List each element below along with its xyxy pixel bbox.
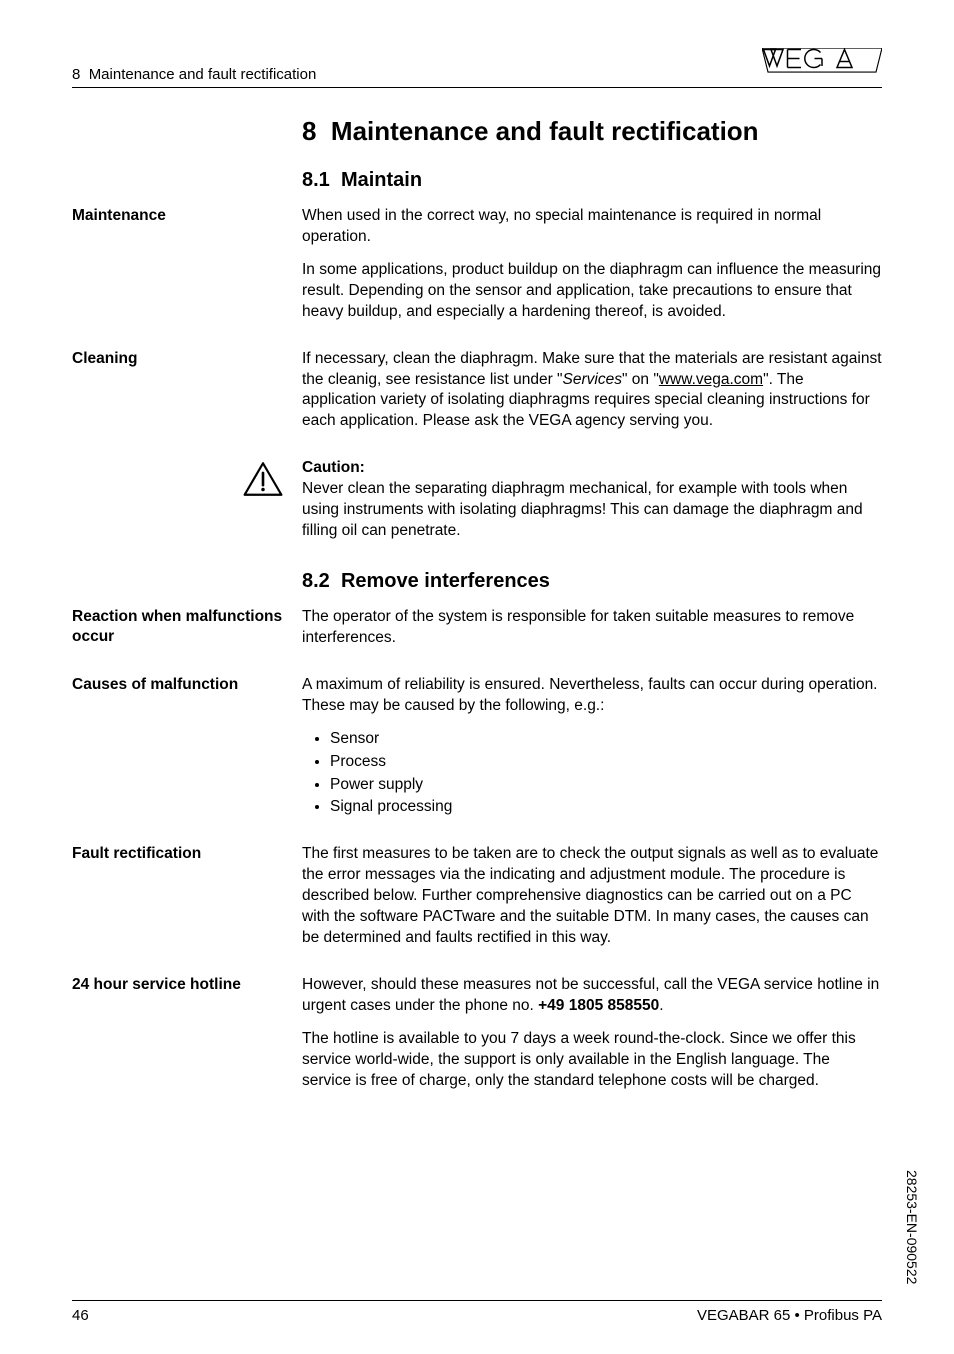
- causes-p1: A maximum of reliability is ensured. Nev…: [302, 675, 882, 717]
- body-maintenance: When used in the correct way, no special…: [302, 206, 882, 335]
- subsection-text: Remove interferences: [341, 570, 550, 592]
- services-italic: Services: [563, 371, 622, 388]
- subsection-num: 8.2: [302, 570, 330, 592]
- list-item: Sensor: [330, 729, 882, 750]
- vega-url: www.vega.com: [659, 371, 763, 388]
- body-fault: The first measures to be taken are to ch…: [302, 844, 882, 961]
- running-head-title: Maintenance and fault rectification: [89, 66, 317, 83]
- maintenance-p2: In some applications, product buildup on…: [302, 260, 882, 323]
- side-label-cleaning: Cleaning: [72, 349, 302, 445]
- caution-text: Never clean the separating diaphragm mec…: [302, 479, 882, 542]
- caution-label: Caution:: [302, 458, 882, 479]
- list-item: Power supply: [330, 775, 882, 796]
- doc-code-vertical: 28253-EN-090522: [904, 1170, 920, 1284]
- list-item: Signal processing: [330, 797, 882, 818]
- cleaning-p1: If necessary, clean the diaphragm. Make …: [302, 349, 882, 433]
- body-causes: A maximum of reliability is ensured. Nev…: [302, 675, 882, 831]
- maintenance-p1: When used in the correct way, no special…: [302, 206, 882, 248]
- subsection-8-2: 8.2 Remove interferences: [302, 570, 882, 593]
- subsection-num: 8.1: [302, 169, 330, 191]
- page-number: 46: [72, 1307, 89, 1324]
- page: 8 Maintenance and fault rectification 8 …: [0, 0, 954, 1354]
- section-title: 8 Maintenance and fault rectification: [302, 116, 882, 147]
- block-fault: Fault rectification The first measures t…: [72, 844, 882, 961]
- section-number: 8: [302, 116, 316, 146]
- hotline-p1: However, should these measures not be su…: [302, 975, 882, 1017]
- section-heading: Maintenance and fault rectification: [331, 116, 759, 146]
- caution-icon-cell: [72, 458, 302, 542]
- warning-triangle-icon: [242, 460, 284, 498]
- doc-name: VEGABAR 65 • Profibus PA: [697, 1307, 882, 1324]
- side-label-fault: Fault rectification: [72, 844, 302, 961]
- body-hotline: However, should these measures not be su…: [302, 975, 882, 1104]
- body-cleaning: If necessary, clean the diaphragm. Make …: [302, 349, 882, 445]
- side-label-hotline: 24 hour service hotline: [72, 975, 302, 1104]
- side-label-causes: Causes of malfunction: [72, 675, 302, 831]
- list-item: Process: [330, 752, 882, 773]
- hotline-phone: +49 1805 858550: [538, 997, 659, 1014]
- causes-list: Sensor Process Power supply Signal proce…: [302, 729, 882, 819]
- page-footer: 46 VEGABAR 65 • Profibus PA: [72, 1300, 882, 1324]
- vega-logo: [762, 48, 882, 83]
- caution-block: Caution: Never clean the separating diap…: [72, 458, 882, 542]
- side-label-maintenance: Maintenance: [72, 206, 302, 335]
- reaction-p1: The operator of the system is responsibl…: [302, 607, 882, 649]
- block-causes: Causes of malfunction A maximum of relia…: [72, 675, 882, 831]
- side-label-reaction: Reaction when malfunctions occur: [72, 607, 302, 661]
- subsection-text: Maintain: [341, 169, 422, 191]
- page-header: 8 Maintenance and fault rectification: [72, 48, 882, 88]
- block-cleaning: Cleaning If necessary, clean the diaphra…: [72, 349, 882, 445]
- block-reaction: Reaction when malfunctions occur The ope…: [72, 607, 882, 661]
- hotline-p2: The hotline is available to you 7 days a…: [302, 1029, 882, 1092]
- subsection-8-1: 8.1 Maintain: [302, 169, 882, 192]
- fault-p1: The first measures to be taken are to ch…: [302, 844, 882, 949]
- running-head-num: 8: [72, 66, 80, 83]
- body-reaction: The operator of the system is responsibl…: [302, 607, 882, 661]
- caution-body: Caution: Never clean the separating diap…: [302, 458, 882, 542]
- block-maintenance: Maintenance When used in the correct way…: [72, 206, 882, 335]
- running-head: 8 Maintenance and fault rectification: [72, 66, 316, 83]
- block-hotline: 24 hour service hotline However, should …: [72, 975, 882, 1104]
